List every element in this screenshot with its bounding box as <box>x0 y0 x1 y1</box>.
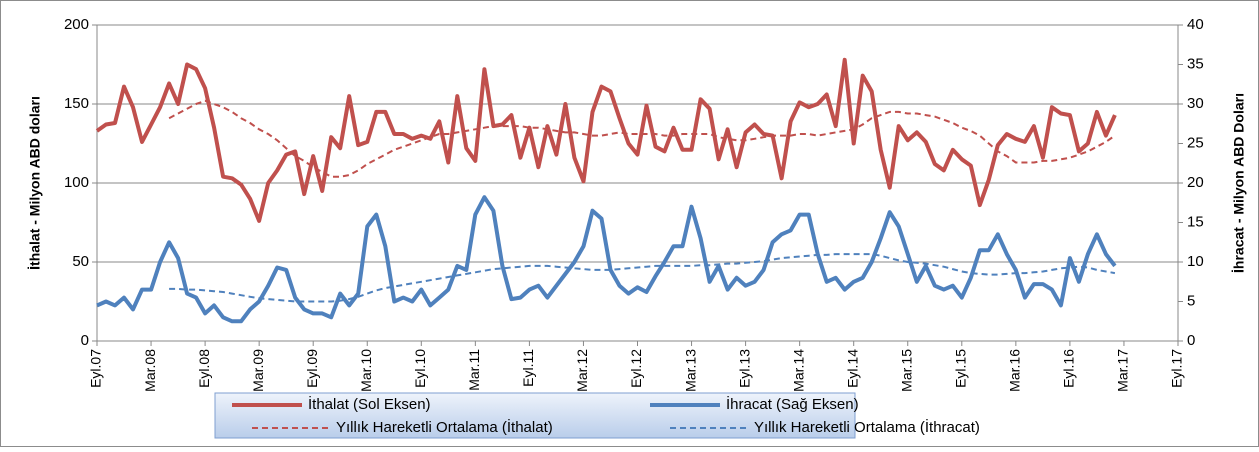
x-tick-label: Mar.11 <box>466 349 482 391</box>
x-tick-label: Eyl.09 <box>304 349 320 388</box>
y2-tick-label: 10 <box>1187 253 1204 270</box>
x-tick-label: Eyl.15 <box>953 349 969 388</box>
x-tick-label: Mar.15 <box>898 349 914 392</box>
y-tick-label: 50 <box>72 253 89 270</box>
x-tick-label: Eyl.12 <box>628 349 644 388</box>
y2-tick-label: 40 <box>1187 16 1204 33</box>
y2-tick-label: 25 <box>1187 134 1204 151</box>
x-tick-label: Mar.12 <box>574 349 590 392</box>
y2-tick-label: 20 <box>1187 174 1204 191</box>
y-axis-title: İthalat - Milyon ABD doları <box>27 96 43 270</box>
y2-tick-label: 5 <box>1187 292 1195 309</box>
legend-box <box>214 392 856 439</box>
y2-tick-label: 35 <box>1187 55 1204 72</box>
x-tick-label: Mar.13 <box>682 349 698 392</box>
y2-tick-label: 0 <box>1187 332 1195 349</box>
x-tick-label: Eyl.14 <box>844 349 860 388</box>
x-tick-label: Mar.16 <box>1007 349 1023 392</box>
series-line <box>168 99 1116 178</box>
series-line <box>169 253 1116 303</box>
y2-tick-label: 15 <box>1187 213 1204 230</box>
y2-axis-title: İhracat - Milyon ABD Doları <box>1231 93 1247 273</box>
y-tick-label: 150 <box>64 95 89 112</box>
x-tick-label: Eyl.13 <box>736 349 752 388</box>
x-tick-label: Mar.14 <box>790 349 806 392</box>
x-tick-label: Eyl.17 <box>1169 349 1185 388</box>
x-tick-label: Mar.17 <box>1115 349 1131 392</box>
y-tick-label: 100 <box>64 174 89 191</box>
legend-label: Yıllık Hareketli Ortalama (İthracat) <box>754 418 980 436</box>
x-tick-label: Eyl.16 <box>1061 349 1077 388</box>
x-tick-label: Mar.08 <box>142 349 158 392</box>
x-tick-label: Eyl.08 <box>196 349 212 388</box>
y-tick-label: 0 <box>81 332 89 349</box>
series-line <box>95 57 1117 223</box>
x-tick-label: Eyl.10 <box>412 349 428 388</box>
x-tick-label: Mar.10 <box>358 349 374 392</box>
y-tick-label: 200 <box>64 16 89 33</box>
x-tick-label: Eyl.07 <box>88 349 104 388</box>
x-tick-label: Eyl.11 <box>520 349 536 387</box>
legend-label: İthalat (Sol Eksen) <box>308 395 431 413</box>
legend-label: Yıllık Hareketli Ortalama (İthalat) <box>336 418 553 436</box>
y2-tick-label: 30 <box>1187 95 1204 112</box>
legend-label: İhracat (Sağ Eksen) <box>726 395 859 413</box>
x-tick-label: Mar.09 <box>250 349 266 392</box>
series-line <box>96 195 1117 324</box>
